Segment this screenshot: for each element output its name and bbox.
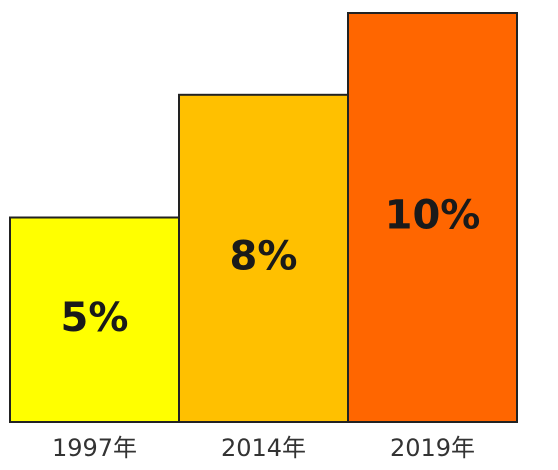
value-label: 5% (61, 295, 129, 341)
bar (178, 93, 349, 424)
bar (9, 216, 180, 423)
x-tick-label: 2019年 (390, 434, 475, 462)
x-tick-label: 2014年 (221, 434, 306, 462)
x-tick-label: 1997年 (52, 434, 137, 462)
value-label: 8% (230, 233, 298, 279)
bar (347, 12, 518, 423)
value-label: 10% (385, 193, 481, 239)
